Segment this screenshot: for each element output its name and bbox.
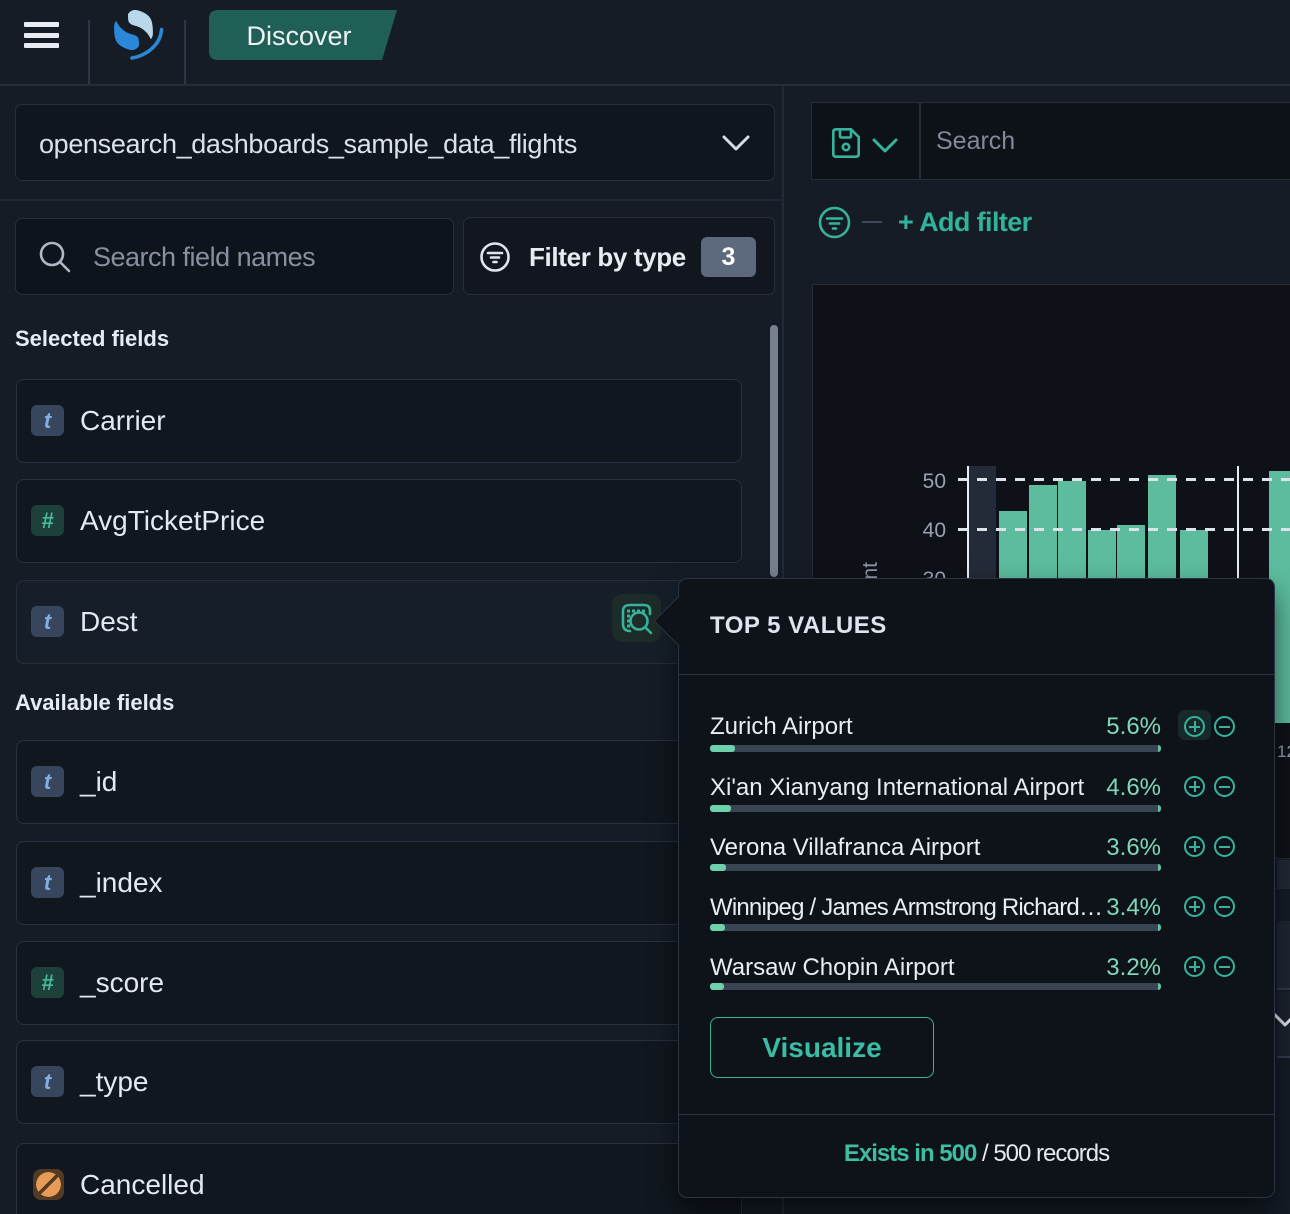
svg-text:Discover: Discover xyxy=(246,21,351,51)
